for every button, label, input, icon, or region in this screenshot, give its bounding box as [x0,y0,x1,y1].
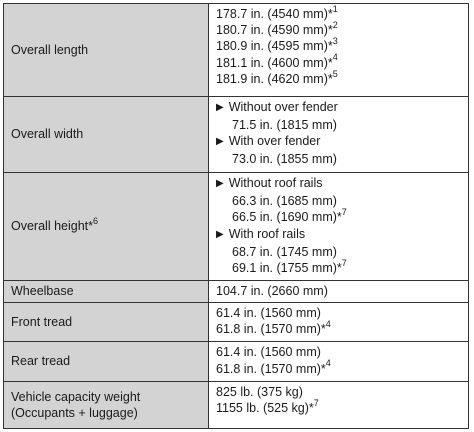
spec-label: (Occupants + luggage) [11,405,208,421]
spec-value: 73.0 in. (1855 mm) [216,151,462,167]
footnote-marker: 4 [332,52,338,63]
spec-value-text: 61.8 in. (1570 mm)* [216,361,326,376]
spec-value: 61.8 in. (1570 mm)*4 [216,319,462,337]
spec-label-text: Wheelbase [11,284,74,299]
spec-value: 180.9 in. (4595 mm)*3 [216,36,462,54]
spec-value: 180.7 in. (4590 mm)*2 [216,20,462,38]
spec-value-text: 61.8 in. (1570 mm)* [216,322,326,337]
spec-label: Overall height*6 [11,216,208,234]
footnote-marker: 1 [332,3,338,14]
spec-label-cell: Front tread [3,302,209,343]
table-row: Overall width Without over fender 71.5 in.… [3,95,469,174]
spec-value-cell: 61.4 in. (1560 mm) 61.8 in. (1570 mm)*4 [208,341,469,382]
table-row: Rear tread 61.4 in. (1560 mm) 61.8 in. (15… [3,341,469,382]
table-row: Wheelbase 104.7 in. (2660 mm) [3,279,469,304]
spec-value: 61.8 in. (1570 mm)*4 [216,358,462,377]
option-heading: Without over fender [216,99,462,117]
spec-value: 181.1 in. (4600 mm)*4 [216,52,462,71]
footnote-marker: 2 [332,20,338,31]
spec-value-cell: Without over fender 71.5 in. (1815 mm) Wit… [208,95,469,174]
spec-label: Front tread [11,314,208,330]
spec-value: 66.5 in. (1690 mm)*7 [216,207,462,225]
spec-value: 66.3 in. (1685 mm) [216,193,462,209]
spec-value: 61.4 in. (1560 mm) [216,344,462,360]
spec-value-text: 66.3 in. (1685 mm) [232,194,337,209]
spec-value-text: 66.5 in. (1690 mm)* [232,210,342,225]
spec-value-text: 181.1 in. (4600 mm)* [216,55,333,70]
footnote-marker: 4 [325,319,331,330]
spec-label: Rear tread [11,353,208,369]
spec-value-text: 71.5 in. (1815 mm) [232,117,337,132]
table-body: Overall length 178.7 in. (4540 mm)*1 180.7… [3,3,469,430]
spec-value-cell: 104.7 in. (2660 mm) [208,279,469,304]
spec-value: 104.7 in. (2660 mm) [216,283,462,299]
spec-value-text: Without roof rails [228,176,323,191]
spec-label-cell: Wheelbase [3,279,209,304]
table-row: Vehicle capacity weight (Occupants + lugg… [3,380,469,430]
option-heading: Without roof rails [216,175,462,193]
spec-value-text: 68.7 in. (1745 mm) [232,244,337,259]
spec-value: 178.7 in. (4540 mm)*1 [216,3,462,22]
spec-value-text: 181.9 in. (4620 mm)* [216,71,333,86]
spec-value-cell: 825 lb. (375 kg) 1155 lb. (525 kg)*7 [208,380,469,430]
spec-value-cell: 61.4 in. (1560 mm) 61.8 in. (1570 mm)*4 [208,302,469,343]
table-row: Overall height*6 Without roof rails 66.3 i… [3,172,469,281]
option-heading: With roof rails [216,226,462,244]
spec-label-text: Overall length [11,42,89,57]
spec-value: 181.9 in. (4620 mm)*5 [216,68,462,87]
spec-value-text: 61.4 in. (1560 mm) [216,345,321,360]
spec-value: 68.7 in. (1745 mm) [216,244,462,260]
footnote-marker: 7 [341,207,347,218]
spec-value: 825 lb. (375 kg) [216,384,462,400]
spec-label-text: (Occupants + luggage) [11,405,138,420]
footnote-marker: 7 [313,397,319,408]
spec-value-text: 69.1 in. (1755 mm)* [232,261,342,276]
spec-label-cell: Overall width [3,95,209,174]
spec-label-cell: Vehicle capacity weight (Occupants + lugg… [3,380,209,430]
spec-value-text: 73.0 in. (1855 mm) [232,152,337,167]
spec-label: Vehicle capacity weight [11,389,208,405]
spec-value-text: With roof rails [228,226,306,241]
spec-label-text: Rear tread [11,354,71,369]
table-row: Overall length 178.7 in. (4540 mm)*1 180.7… [3,3,469,97]
spec-label: Wheelbase [11,283,208,299]
spec-label-text: Vehicle capacity weight [11,389,141,404]
vehicle-dimensions-table: Overall length 178.7 in. (4540 mm)*1 180.7… [3,3,469,430]
spec-value: 71.5 in. (1815 mm) [216,117,462,133]
spec-value-text: 61.4 in. (1560 mm) [216,306,321,321]
spec-value: 61.4 in. (1560 mm) [216,305,462,321]
footnote-marker: 7 [341,257,347,268]
spec-label-cell: Overall height*6 [3,172,209,281]
spec-value: 69.1 in. (1755 mm)*7 [216,257,462,276]
spec-label: Overall width [11,126,208,142]
spec-value-text: 1155 lb. (525 kg)* [216,400,314,415]
spec-value-text: 825 lb. (375 kg) [216,384,303,399]
spec-label-cell: Rear tread [3,341,209,382]
footnote-marker: 6 [93,216,99,227]
spec-label: Overall length [11,42,208,58]
spec-value: 1155 lb. (525 kg)*7 [216,397,462,416]
spec-value-cell: Without roof rails 66.3 in. (1685 mm)66.5… [208,172,469,281]
spec-label-cell: Overall length [3,3,209,97]
spec-value-text: 178.7 in. (4540 mm)* [216,7,333,21]
spec-value-text: Without over fender [228,99,338,114]
spec-value-cell: 178.7 in. (4540 mm)*1 180.7 in. (4590 mm)… [208,3,469,97]
spec-label-text: Overall width [11,127,84,142]
spec-value-text: 180.9 in. (4595 mm)* [216,39,333,54]
option-heading: With over fender [216,133,462,151]
spec-value-text: 104.7 in. (2660 mm) [216,283,328,298]
spec-value-text: 180.7 in. (4590 mm)* [216,23,333,38]
table-row: Front tread 61.4 in. (1560 mm) 61.8 in. (1… [3,302,469,343]
footnote-marker: 4 [325,358,331,369]
footnote-marker: 3 [332,36,338,47]
spec-label-text: Front tread [11,315,73,330]
spec-label-text: Overall height* [11,219,93,234]
footnote-marker: 5 [332,68,338,79]
spec-value-text: With over fender [228,134,321,149]
